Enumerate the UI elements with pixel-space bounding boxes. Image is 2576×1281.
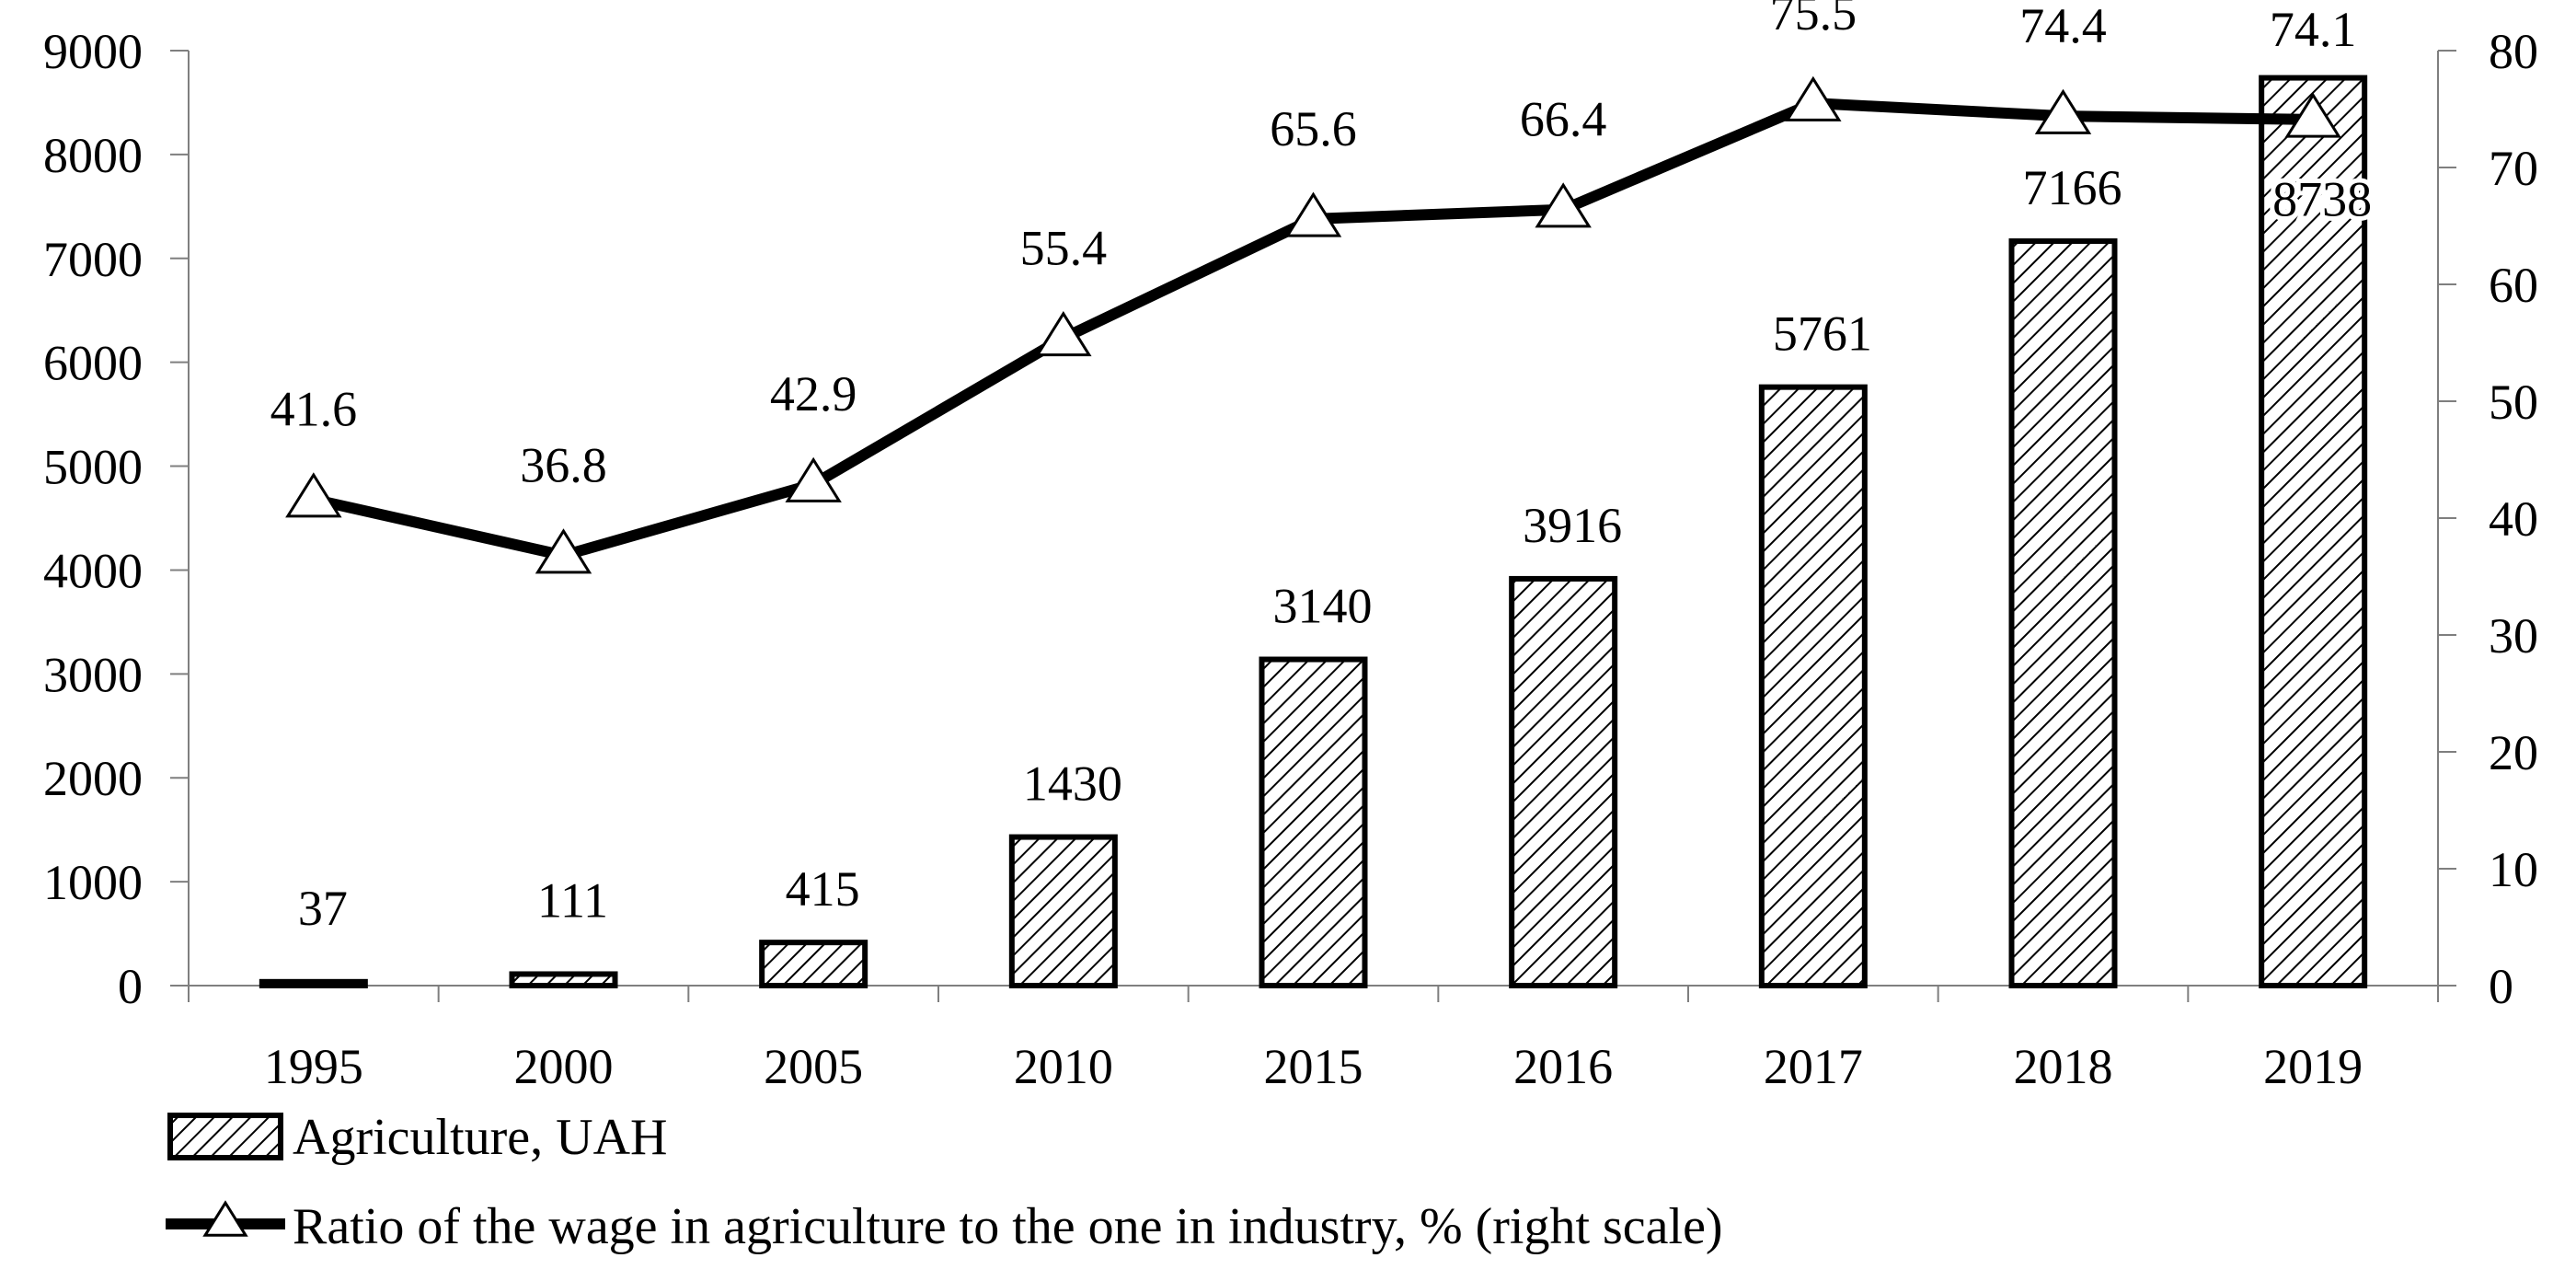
ratio-value-label: 66.4 [1520,92,1607,147]
line-point-marker [1035,310,1092,357]
y-right-tick-label: 40 [2489,491,2538,547]
x-tick-label: 2017 [1764,1039,1863,1094]
y-left-tick-label: 5000 [43,440,143,495]
ratio-value-label: 55.4 [1020,220,1108,275]
line-point-marker [1284,191,1342,237]
ratio-value-label: 41.6 [270,382,358,437]
bar [1259,656,1368,988]
y-left-tick-label: 7000 [43,232,143,287]
y-left-tick-label: 1000 [43,855,143,910]
bar [759,940,868,989]
x-tick-label: 1995 [264,1039,363,1094]
line-point-marker [285,472,342,518]
line-point-marker [785,456,842,502]
x-tick-label: 2010 [1014,1039,1113,1094]
y-right-tick-label: 20 [2489,725,2538,780]
line-point-marker [1535,182,1592,228]
y-left-tick-label: 0 [118,959,143,1014]
line-point-marker [535,528,592,574]
bar [1509,575,1618,988]
bar-value-label: 111 [537,872,608,928]
y-right-tick-label: 10 [2489,842,2538,897]
y-right-tick-label: 0 [2489,959,2513,1014]
y-left-tick-label: 2000 [43,751,143,806]
x-tick-label: 2000 [514,1039,614,1094]
x-tick-label: 2015 [1264,1039,1363,1094]
y-right-tick-label: 50 [2489,375,2538,430]
x-tick-label: 2005 [764,1039,863,1094]
bar [2008,238,2118,988]
y-left-tick-label: 6000 [43,336,143,391]
bar-value-label: 3916 [1523,498,1622,553]
legend-bar-label: Agriculture, UAH [293,1109,667,1166]
bar-value-label: 8738 [2272,172,2372,227]
line-point-marker [1785,75,1842,121]
line-point-marker [2284,92,2341,138]
ratio-value-label: 75.5 [1770,0,1857,40]
ratio-value-label: 42.9 [770,366,857,421]
ratio-value-label: 65.6 [1270,101,1357,156]
bar [2259,75,2368,988]
legend-bar-swatch [167,1113,283,1160]
y-right-tick-label: 30 [2489,608,2538,664]
bar-value-label: 1430 [1023,756,1122,812]
ratio-value-label: 74.4 [2019,0,2107,53]
bar [1758,384,1868,989]
x-tick-label: 2016 [1513,1039,1613,1094]
bar-value-label: 5761 [1773,306,1872,362]
bar-value-label: 415 [786,861,860,917]
bar-value-label: 37 [298,881,348,936]
y-right-tick-label: 70 [2489,141,2538,196]
y-left-tick-label: 3000 [43,647,143,702]
bar [1008,834,1118,989]
bar [259,978,368,989]
x-tick-label: 2019 [2263,1039,2363,1094]
y-left-tick-label: 9000 [43,24,143,79]
line-point-marker [2034,88,2092,134]
ratio-value-label: 36.8 [520,438,607,493]
legend-triangle-icon [202,1200,248,1237]
y-right-tick-label: 80 [2489,24,2538,79]
x-tick-label: 2018 [2014,1039,2113,1094]
y-left-tick-label: 4000 [43,543,143,598]
y-left-tick-label: 8000 [43,128,143,183]
ratio-value-label: 74.1 [2270,2,2357,57]
bar-value-label: 3140 [1273,579,1373,634]
y-right-tick-label: 60 [2489,258,2538,313]
legend-line-label: Ratio of the wage in agriculture to the … [293,1198,1723,1255]
bar [509,971,618,989]
bar-value-label: 7166 [2023,160,2122,215]
